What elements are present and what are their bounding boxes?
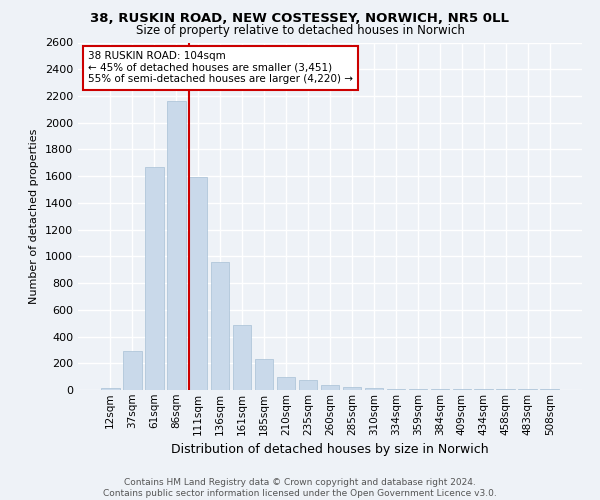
Bar [123, 351, 142, 390]
Bar [255, 358, 274, 390]
Bar [299, 380, 317, 390]
Bar [145, 167, 164, 390]
Text: 38 RUSKIN ROAD: 104sqm
← 45% of detached houses are smaller (3,451)
55% of semi-: 38 RUSKIN ROAD: 104sqm ← 45% of detached… [88, 51, 353, 84]
Bar [211, 262, 229, 390]
Bar [189, 178, 208, 390]
Text: 38, RUSKIN ROAD, NEW COSTESSEY, NORWICH, NR5 0LL: 38, RUSKIN ROAD, NEW COSTESSEY, NORWICH,… [91, 12, 509, 26]
Text: Contains HM Land Registry data © Crown copyright and database right 2024.
Contai: Contains HM Land Registry data © Crown c… [103, 478, 497, 498]
X-axis label: Distribution of detached houses by size in Norwich: Distribution of detached houses by size … [171, 443, 489, 456]
Bar [277, 376, 295, 390]
Y-axis label: Number of detached properties: Number of detached properties [29, 128, 40, 304]
Bar [101, 388, 119, 390]
Bar [409, 389, 427, 390]
Bar [343, 388, 361, 390]
Bar [233, 324, 251, 390]
Bar [320, 384, 340, 390]
Text: Size of property relative to detached houses in Norwich: Size of property relative to detached ho… [136, 24, 464, 37]
Bar [365, 388, 383, 390]
Bar [167, 102, 185, 390]
Bar [386, 388, 405, 390]
